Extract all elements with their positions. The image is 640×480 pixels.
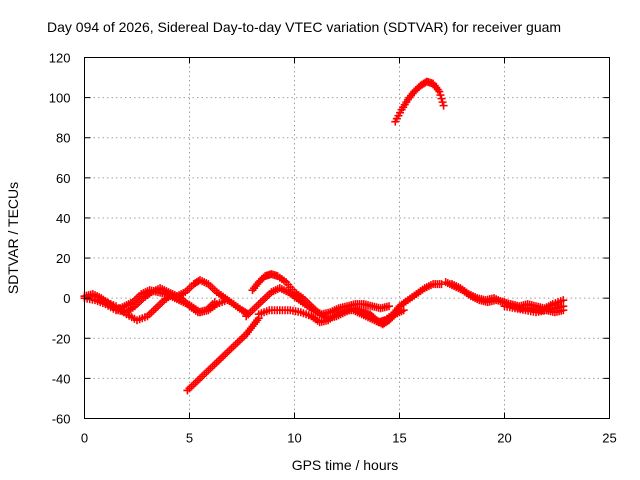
y-tick-label: -60 [52,412,71,427]
data-point [559,296,568,305]
y-tick-labels: -60 -40 -20 0 20 40 60 80 100 120 [49,51,71,427]
plot-frame [84,57,610,419]
x-tick-label: 25 [602,431,616,446]
x-tick-labels: 0 5 10 15 20 25 [81,431,617,446]
series-track-d [183,314,263,395]
series-track-c [101,290,219,325]
y-tick-label: 40 [56,211,70,226]
data-point [436,91,445,100]
x-tick-label: 5 [186,431,193,446]
x-tick-label: 0 [81,431,88,446]
series-track-h [391,77,448,126]
y-tick-label: 0 [63,291,70,306]
y-tick-label: 60 [56,171,70,186]
y-tick-label: 120 [49,51,71,66]
grid-lines [84,57,610,419]
y-axis-label: SDTVAR / TECUs [5,182,21,294]
data-point [437,94,446,103]
x-tick-label: 15 [392,431,406,446]
y-tick-label: 80 [56,131,70,146]
series-track-k [500,302,568,317]
y-tick-label: 100 [49,91,71,106]
axis-ticks [84,57,610,419]
data-point [435,87,444,96]
data-point [437,280,446,289]
x-tick-label: 10 [287,431,301,446]
data-point [438,98,447,107]
x-tick-label: 20 [497,431,511,446]
data-points [80,77,568,395]
data-point [210,298,219,307]
data-point [385,302,393,311]
data-point [399,306,408,315]
chart-title: Day 094 of 2026, Sidereal Day-to-day VTE… [47,19,561,35]
y-tick-label: -40 [52,371,71,386]
data-point [439,101,448,110]
data-point [223,296,232,305]
y-tick-label: -20 [52,331,71,346]
data-point [559,306,568,315]
y-tick-label: 20 [56,251,70,266]
x-axis-label: GPS time / hours [292,457,399,473]
series-track-g [254,280,446,327]
